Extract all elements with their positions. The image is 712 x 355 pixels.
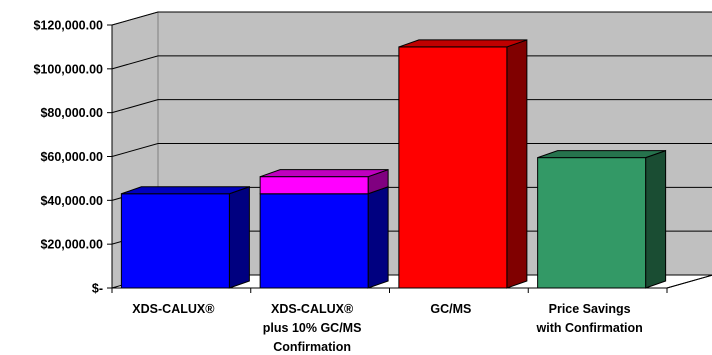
x-category-label-line: plus 10% GC/MS (263, 321, 362, 335)
x-category-label-line: GC/MS (430, 302, 471, 316)
bar-side (367, 186, 389, 289)
bar-segment (259, 176, 369, 195)
bar-top (259, 169, 389, 178)
x-category-label-line: with Confirmation (536, 321, 643, 335)
x-category-label: XDS-CALUX® (132, 302, 215, 316)
x-category-label-line: XDS-CALUX® (271, 302, 354, 316)
y-tick-label: $20,000.00 (40, 238, 103, 252)
bar (398, 46, 508, 289)
y-tick-label: $80,000.00 (40, 106, 103, 120)
bar-top (537, 150, 666, 159)
x-category-label-line: Price Savings (549, 302, 631, 316)
y-tick-label: $60,000.00 (40, 150, 103, 164)
gridline (111, 11, 712, 26)
x-axis-depth-line (666, 274, 712, 289)
x-category-label-line: Confirmation (273, 340, 351, 354)
bar-top (121, 186, 250, 195)
gridline (111, 55, 712, 70)
bar-top (398, 39, 528, 48)
x-category-label: Price Savings with Confirmation (536, 302, 643, 335)
y-tick-label: $120,000.00 (33, 19, 103, 33)
bar (259, 193, 369, 289)
bar (537, 157, 647, 289)
x-category-label: GC/MS (430, 302, 471, 316)
bar-side (228, 186, 250, 289)
gridline (111, 143, 712, 157)
y-tick-label: $40,000.00 (40, 194, 103, 208)
bar (120, 193, 230, 289)
y-tick-label: $- (92, 282, 103, 296)
bar-side (645, 149, 667, 289)
y-tick-label: $100,000.00 (33, 62, 103, 76)
gridline (111, 99, 712, 114)
x-category-label: XDS-CALUX® plus 10% GC/MS Confirmation (263, 302, 362, 354)
x-category-label-line: XDS-CALUX® (132, 302, 215, 316)
bar-side (506, 39, 528, 289)
